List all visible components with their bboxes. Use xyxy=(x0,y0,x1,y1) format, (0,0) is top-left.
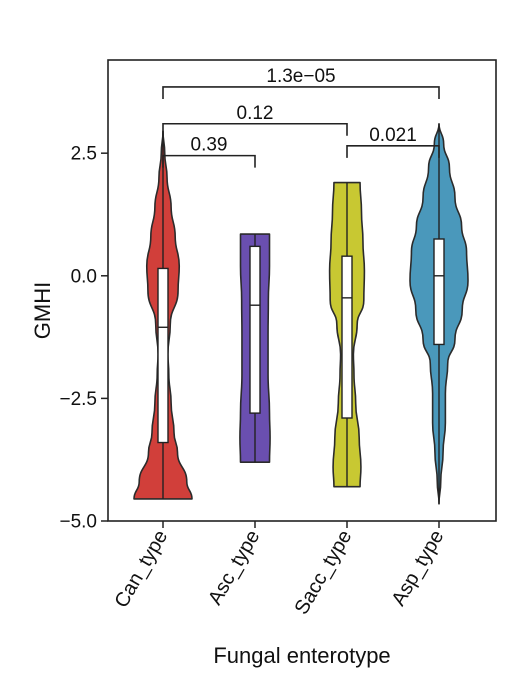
plot-frame xyxy=(107,59,497,522)
significance-bracket xyxy=(346,145,440,158)
y-tick-label: 0.0 xyxy=(71,266,97,287)
x-tick-label: Can_type xyxy=(110,527,172,612)
significance-label: 0.021 xyxy=(369,125,417,146)
significance-bracket xyxy=(162,122,348,136)
box-asp-type xyxy=(433,238,445,346)
y-tick-label: −2.5 xyxy=(59,389,97,410)
box-asc-type xyxy=(249,245,261,414)
x-tick-label: Asp_type xyxy=(388,527,449,610)
significance-label: 0.12 xyxy=(237,103,274,124)
boxes-layer xyxy=(157,123,445,504)
significance-layer: 1.3e−05 0.12 0.39 0.021 xyxy=(162,66,440,168)
y-axis-title: GMHI xyxy=(30,282,55,339)
box-can-type xyxy=(157,267,169,444)
x-axis-title: Fungal enterotype xyxy=(213,643,390,668)
significance-label: 1.3e−05 xyxy=(266,66,335,87)
significance-bracket xyxy=(162,86,440,99)
x-tick-label: Sacc_type xyxy=(291,527,357,619)
x-tick-label: Asc_type xyxy=(204,527,264,609)
significance-bracket xyxy=(162,154,256,168)
significance-label: 0.39 xyxy=(191,135,228,156)
y-tick-label: 2.5 xyxy=(71,144,97,165)
y-tick-label: −5.0 xyxy=(59,512,97,533)
box-sacc-type xyxy=(341,255,353,419)
violins-layer xyxy=(133,122,469,505)
